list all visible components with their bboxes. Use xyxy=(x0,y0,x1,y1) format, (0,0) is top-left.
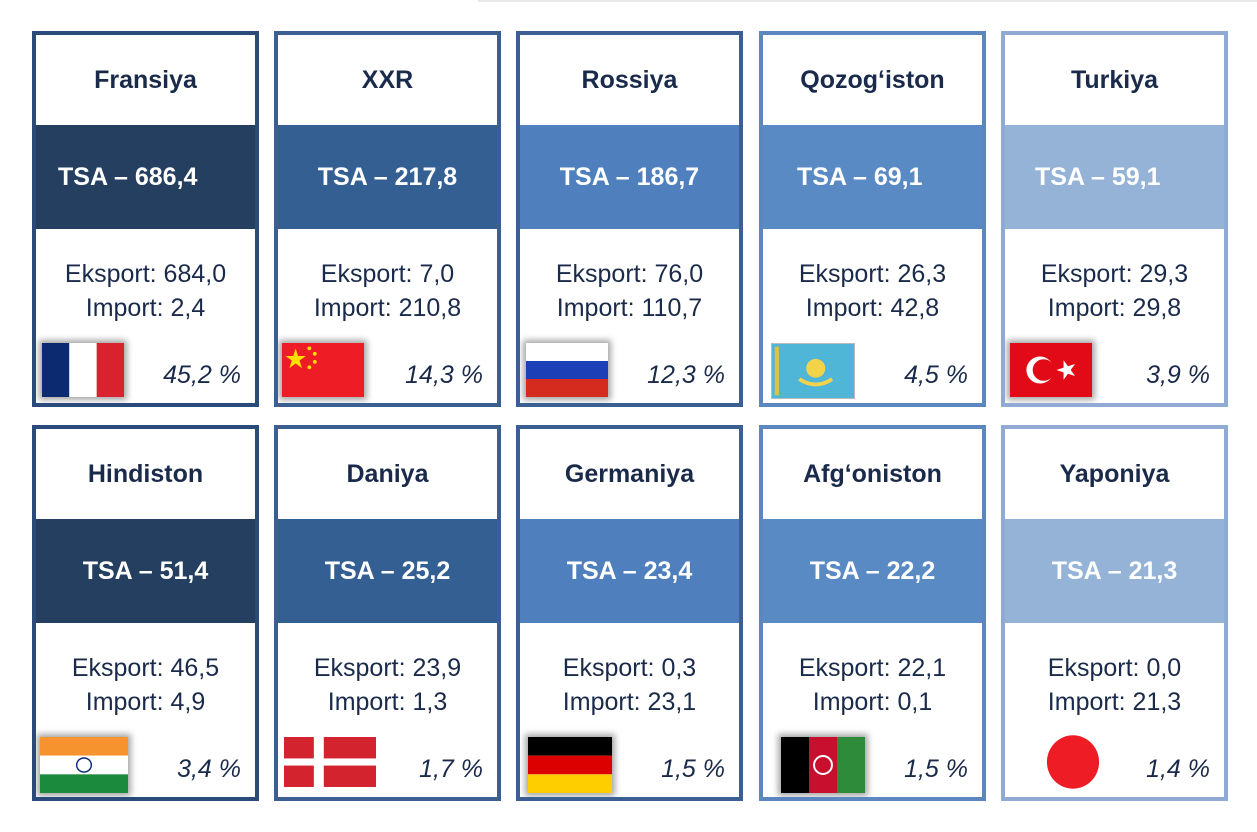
import-value: Import: 1,3 xyxy=(327,688,448,716)
germany-flag-icon xyxy=(528,737,612,793)
turkey-flag-icon xyxy=(1010,343,1092,397)
tsa-value: TSA – 22,2 xyxy=(763,519,982,623)
top-divider xyxy=(478,0,1257,2)
import-value: Import: 4,9 xyxy=(85,688,206,716)
export-value: Eksport: 0,3 xyxy=(562,654,697,682)
denmark-flag-icon xyxy=(284,737,376,787)
import-value: Import: 0,1 xyxy=(812,688,933,716)
country-name: Hindiston xyxy=(87,459,204,488)
import-value: Import: 42,8 xyxy=(805,294,940,322)
japan-flag-icon xyxy=(1027,729,1119,795)
export-value: Eksport: 46,5 xyxy=(71,654,220,682)
trade-values: Eksport: 22,1 Import: 0,1 xyxy=(763,651,982,719)
trade-values: Eksport: 23,9 Import: 1,3 xyxy=(278,651,497,719)
india-flag-icon xyxy=(40,737,128,793)
share-percent: 1,4 % xyxy=(1146,755,1210,783)
tsa-value: TSA – 25,2 xyxy=(278,519,497,623)
import-value: Import: 210,8 xyxy=(313,294,462,322)
export-value: Eksport: 26,3 xyxy=(798,260,947,288)
country-name: Germaniya xyxy=(564,459,695,488)
export-value: Eksport: 29,3 xyxy=(1040,260,1189,288)
tsa-value: TSA – 69,1 xyxy=(763,125,982,229)
tsa-value: TSA – 217,8 xyxy=(278,125,497,229)
export-value: Eksport: 76,0 xyxy=(555,260,704,288)
import-value: Import: 29,8 xyxy=(1047,294,1182,322)
china-flag-icon xyxy=(282,343,364,397)
trade-values: Eksport: 7,0 Import: 210,8 xyxy=(278,257,497,325)
trade-values: Eksport: 684,0 Import: 2,4 xyxy=(36,257,255,325)
share-percent: 4,5 % xyxy=(904,361,968,389)
russia-flag-icon xyxy=(526,343,608,397)
tsa-value: TSA – 59,1 xyxy=(1005,125,1224,229)
country-card-turkey: Turkiya TSA – 59,1 Eksport: 29,3 Import:… xyxy=(1001,31,1228,407)
country-card-kazakhstan: Qozog‘iston TSA – 69,1 Eksport: 26,3 Imp… xyxy=(759,31,986,407)
trade-values: Eksport: 76,0 Import: 110,7 xyxy=(520,257,739,325)
country-name: Rossiya xyxy=(581,65,678,94)
export-value: Eksport: 7,0 xyxy=(320,260,455,288)
country-card-india: Hindiston TSA – 51,4 Eksport: 46,5 Impor… xyxy=(32,425,259,801)
export-value: Eksport: 684,0 xyxy=(64,260,227,288)
tsa-value: TSA – 21,3 xyxy=(1005,519,1224,623)
share-percent: 1,7 % xyxy=(419,755,483,783)
country-card-france: Fransiya TSA – 686,4 Eksport: 684,0 Impo… xyxy=(32,31,259,407)
share-percent: 12,3 % xyxy=(647,361,725,389)
tsa-value: TSA – 186,7 xyxy=(520,125,739,229)
share-percent: 14,3 % xyxy=(405,361,483,389)
afghanistan-flag-icon xyxy=(781,737,865,793)
share-percent: 3,9 % xyxy=(1146,361,1210,389)
trade-values: Eksport: 26,3 Import: 42,8 xyxy=(763,257,982,325)
country-card-japan: Yaponiya TSA – 21,3 Eksport: 0,0 Import:… xyxy=(1001,425,1228,801)
country-name: Afg‘oniston xyxy=(803,459,942,488)
export-value: Eksport: 23,9 xyxy=(313,654,462,682)
country-name: Daniya xyxy=(346,459,429,488)
import-value: Import: 2,4 xyxy=(85,294,206,322)
country-name: Yaponiya xyxy=(1059,459,1170,488)
tsa-value: TSA – 23,4 xyxy=(520,519,739,623)
share-percent: 3,4 % xyxy=(177,755,241,783)
share-percent: 1,5 % xyxy=(661,755,725,783)
country-card-germany: Germaniya TSA – 23,4 Eksport: 0,3 Import… xyxy=(516,425,743,801)
country-name: Turkiya xyxy=(1070,65,1159,94)
tsa-value: TSA – 686,4 xyxy=(36,125,255,229)
tsa-value: TSA – 51,4 xyxy=(36,519,255,623)
share-percent: 45,2 % xyxy=(163,361,241,389)
france-flag-icon xyxy=(42,343,124,397)
import-value: Import: 23,1 xyxy=(562,688,697,716)
import-value: Import: 110,7 xyxy=(556,294,703,322)
share-percent: 1,5 % xyxy=(904,755,968,783)
import-value: Import: 21,3 xyxy=(1047,688,1182,716)
country-card-china: XXR TSA – 217,8 Eksport: 7,0 Import: 210… xyxy=(274,31,501,407)
trade-values: Eksport: 46,5 Import: 4,9 xyxy=(36,651,255,719)
country-card-afghanistan: Afg‘oniston TSA – 22,2 Eksport: 22,1 Imp… xyxy=(759,425,986,801)
export-value: Eksport: 22,1 xyxy=(798,654,947,682)
country-card-russia: Rossiya TSA – 186,7 Eksport: 76,0 Import… xyxy=(516,31,743,407)
country-name: XXR xyxy=(361,65,414,94)
trade-values: Eksport: 29,3 Import: 29,8 xyxy=(1005,257,1224,325)
export-value: Eksport: 0,0 xyxy=(1047,654,1182,682)
country-card-denmark: Daniya TSA – 25,2 Eksport: 23,9 Import: … xyxy=(274,425,501,801)
trade-values: Eksport: 0,0 Import: 21,3 xyxy=(1005,651,1224,719)
country-name: Qozog‘iston xyxy=(800,65,945,94)
country-name: Fransiya xyxy=(94,65,197,94)
trade-values: Eksport: 0,3 Import: 23,1 xyxy=(520,651,739,719)
kazakhstan-flag-icon xyxy=(771,343,855,399)
